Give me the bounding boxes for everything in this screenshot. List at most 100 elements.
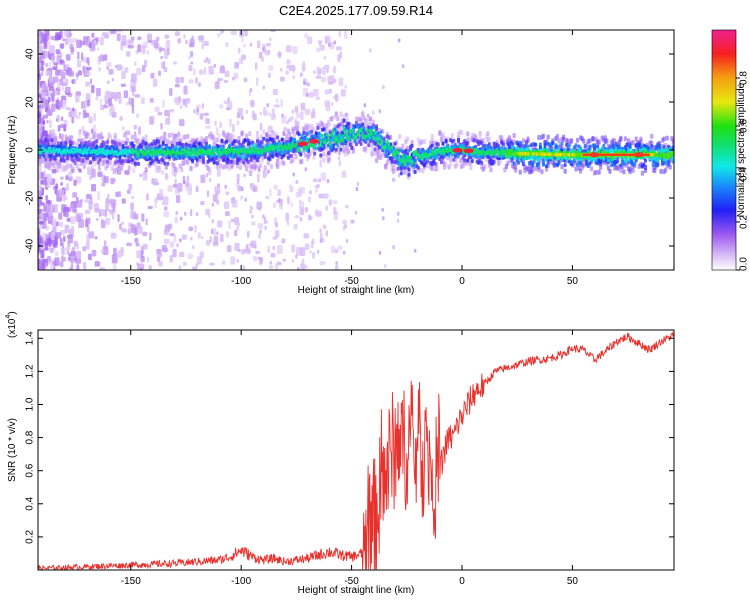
spectrogram-ridge-cell bbox=[563, 168, 567, 174]
spectrogram-cell bbox=[86, 72, 91, 76]
spectrogram-ridge-cell bbox=[271, 151, 275, 155]
spectrogram-ridge-cell bbox=[399, 171, 403, 176]
spectrogram-ridge-cell bbox=[359, 117, 363, 123]
spectrogram-cell bbox=[64, 87, 70, 93]
spectrogram-cell bbox=[124, 170, 130, 175]
spectrogram-cell bbox=[232, 133, 236, 141]
spectrogram-ridge-cell bbox=[208, 144, 211, 149]
spectrogram-cell bbox=[151, 41, 155, 46]
spectrogram-cell bbox=[112, 263, 117, 270]
spectrogram-cell bbox=[86, 99, 91, 107]
spectrogram-cell bbox=[308, 214, 311, 221]
spectrogram-ridge-cell bbox=[589, 166, 594, 172]
spectrogram-cell bbox=[398, 38, 401, 43]
spectrogram-ridge-cell bbox=[335, 129, 338, 134]
spectrogram-ridge-cell bbox=[45, 138, 49, 143]
spectrogram-cell bbox=[327, 76, 330, 82]
spectrogram-cell bbox=[134, 237, 139, 243]
spectrogram-cell bbox=[193, 68, 196, 76]
spectrogram-cell bbox=[153, 39, 159, 49]
spectrogram-cell bbox=[38, 97, 41, 106]
spectrogram-cell bbox=[249, 42, 253, 47]
spectrogram-cell bbox=[60, 123, 64, 129]
spectrogram-cell bbox=[94, 236, 98, 240]
spectrogram-cell bbox=[53, 62, 58, 66]
spectrogram-ridge-cell bbox=[174, 145, 177, 149]
spectrogram-cell bbox=[195, 212, 199, 217]
spectrogram-cell bbox=[200, 200, 205, 206]
spectrogram-cell bbox=[262, 85, 266, 90]
spectrogram-ridge-cell bbox=[106, 159, 110, 164]
spectrogram-ridge-cell bbox=[61, 133, 65, 139]
spectrogram-cell bbox=[223, 79, 229, 84]
spectrogram-ridge-cell bbox=[498, 158, 502, 164]
spectrogram-ridge-cell bbox=[667, 159, 671, 164]
spectrogram-cell bbox=[95, 96, 99, 101]
spectrogram-cell bbox=[177, 38, 181, 44]
spectrogram-cell bbox=[258, 232, 261, 239]
spectrogram-cell bbox=[101, 32, 108, 37]
spectrogram-cell bbox=[332, 66, 337, 74]
spectrogram-ridge-cell bbox=[276, 135, 280, 140]
spectrogram-cell bbox=[343, 30, 348, 39]
spectrogram-ridge-cell bbox=[98, 157, 102, 162]
spectrogram-cell bbox=[116, 64, 122, 69]
spectrogram-cell bbox=[206, 190, 210, 198]
spectrogram-cell bbox=[279, 67, 283, 72]
spectrogram-ridge-cell bbox=[228, 165, 232, 171]
spectrogram-cell bbox=[320, 76, 326, 83]
spectrogram-cell bbox=[207, 58, 211, 65]
spectrogram-cell bbox=[197, 35, 204, 41]
spectrogram-cell bbox=[75, 258, 82, 264]
spectrogram-cell bbox=[217, 220, 223, 228]
spectrogram-ridge-cell bbox=[50, 138, 54, 143]
spectrogram-cell bbox=[293, 223, 298, 230]
spectrogram-cell bbox=[211, 202, 215, 207]
spectrogram-cell bbox=[279, 205, 284, 210]
spectrogram-cell bbox=[230, 256, 236, 265]
spectrogram-cell bbox=[300, 102, 306, 111]
spectrogram-cell bbox=[297, 188, 303, 196]
spectrogram-cell bbox=[38, 73, 41, 81]
spectrogram-ridge-cell bbox=[597, 169, 601, 175]
spectrogram-ridge-cell bbox=[215, 161, 219, 166]
spectrogram-cell bbox=[183, 85, 188, 95]
spectrogram-cell bbox=[142, 231, 148, 237]
spectrogram-ridge-cell bbox=[616, 159, 620, 164]
spectrogram-cell bbox=[38, 220, 44, 225]
spectrogram-cell bbox=[163, 50, 169, 59]
spectrogram-cell bbox=[105, 202, 110, 212]
spectrogram-ridge-cell bbox=[293, 132, 297, 138]
spectrogram-cell bbox=[156, 248, 162, 254]
spectrogram-ridge-cell bbox=[455, 162, 459, 168]
spectrogram-ridge-cell bbox=[291, 126, 295, 132]
spectrogram-ridge-cell bbox=[361, 122, 365, 127]
spectrogram-ridge-cell bbox=[170, 132, 175, 138]
spectrogram-cell bbox=[280, 98, 283, 108]
spectrogram-cell bbox=[67, 240, 71, 248]
spectrogram-cell bbox=[107, 193, 110, 203]
spectrogram-cell bbox=[203, 40, 209, 46]
spectrogram-cell bbox=[103, 104, 109, 109]
spectrogram-cell bbox=[139, 173, 142, 177]
spectrogram-cell bbox=[221, 260, 226, 265]
spectrogram-cell bbox=[301, 258, 305, 264]
spectrogram-cell bbox=[199, 113, 204, 120]
spectrogram-cell bbox=[214, 120, 217, 126]
spectrogram-ridge-cell bbox=[435, 166, 439, 172]
spectrogram-ridge-cell bbox=[62, 158, 66, 163]
spectrogram-ridge-cell bbox=[521, 138, 525, 144]
spectrogram-cell bbox=[259, 123, 263, 131]
spectrogram-ridge-cell bbox=[212, 159, 216, 164]
spectrogram-cell bbox=[205, 173, 209, 178]
spectrogram-cell bbox=[41, 60, 45, 66]
spectrogram-ridge-cell bbox=[316, 126, 320, 131]
spectrogram-ridge-cell bbox=[310, 134, 313, 139]
spectrogram-ridge-cell bbox=[457, 154, 460, 159]
spectrogram-cell bbox=[127, 228, 131, 234]
spectrogram-ridge-cell bbox=[177, 131, 181, 137]
spectrogram-ridge-cell bbox=[370, 143, 374, 149]
spectrogram-ridge-cell bbox=[540, 169, 544, 175]
spectrogram-cell bbox=[76, 200, 83, 208]
spectrogram-ridge-cell bbox=[305, 124, 309, 130]
